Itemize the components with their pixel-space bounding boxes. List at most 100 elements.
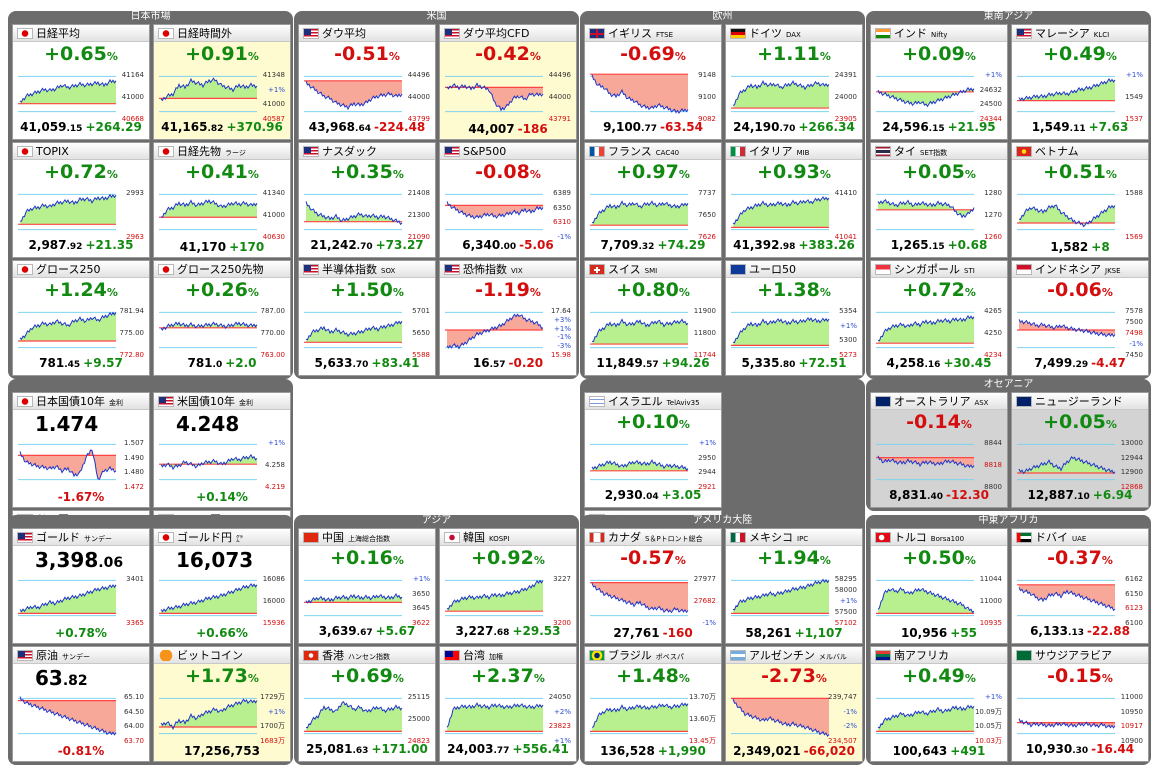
us-flag-icon [303,28,319,39]
percent-unit: % [392,168,404,181]
market-card[interactable]: インドネシア JKSE -0.06% 7578 7500 7498 -1% 7450 7,499… [1011,260,1149,376]
axis-tick-label: 1683万 [260,737,285,745]
market-name: フランス CAC40 [608,144,679,161]
price-decimal: .70 [779,124,796,134]
group-title: 欧州 [712,11,733,22]
market-card[interactable]: カナダ S＆Pトロント総合 -0.57% 27977 27682 -1% 27,761 -16… [584,528,722,644]
axis-tick-label: 1.472 [123,483,144,491]
market-card[interactable]: フランス CAC40 +0.97% 7737 7650 7626 7,709.32 +74.2… [584,142,722,258]
market-card[interactable]: ドイツ DAX +1.11% 24391 24000 23905 24,190.70 +266… [725,24,863,140]
market-card[interactable]: 日経先物 ラージ +0.41% 41340 41000 40630 41,170 +170 [153,142,291,258]
market-card[interactable]: ドバイ UAE -0.37% 6162 6150 6123 6100 6,133.13 -22.… [1011,528,1149,644]
price-change: +55 [950,626,978,640]
market-card[interactable]: メキシコ IPC +1.94% 58295 58000 +1% 57500 57102 58,2… [725,528,863,644]
price-footer: 17,256,753 [154,744,290,759]
mx-flag-icon [730,532,746,543]
chart-area: +1% 1549 1537 [1017,69,1145,123]
market-card[interactable]: 香港 ハンセン指数 +0.69% 25115 25000 24823 25,081.63 +1… [298,646,436,762]
market-card[interactable]: 米国債10年 金利 4.248 +1% 4.258 4.219 +0.14% [153,392,291,508]
market-card[interactable]: シンガポール STI +0.72% 4265 4250 4234 4,258.16 +30.4… [870,260,1008,376]
il-flag-icon [589,396,605,407]
za-flag-icon [875,650,891,661]
market-card[interactable]: 中国 上海総合指数 +0.16% +1% 3650 3645 3622 3,639.67 +5.… [298,528,436,644]
price-change: -186 [517,122,548,136]
market-card[interactable]: マレーシア KLCI +0.49% +1% 1549 1537 1,549.11 +7.63 [1011,24,1149,140]
card-header: ダウ平均CFD [440,25,576,42]
sa-flag-icon [1016,650,1032,661]
jp-flag-icon [17,146,33,157]
price-line [160,199,258,218]
sg-flag-icon [875,264,891,275]
price-value: 2,930 [604,488,643,502]
price-footer: 21,242.70 +73.27 [299,238,435,255]
price-line [877,86,975,108]
card-header: ドイツ DAX [726,25,862,42]
percent-value: +0.72 [44,161,107,183]
market-card[interactable]: S&P500 -0.08% 6389 6350 6310 -1% 6,340.00 -5.06 [439,142,577,258]
market-name-text: タイ [894,145,916,158]
market-card[interactable]: 台湾 加権 +2.37% 24050 +2% 23823 +1% 24,003.77 +556.… [439,646,577,762]
market-card[interactable]: ナスダック +0.35% 21408 21300 21090 21,242.70 +73.2… [298,142,436,258]
price-value: 6,340 [462,238,501,252]
card-header: 日本国債10年 金利 [13,393,149,410]
percent-change: +0.49% [1012,42,1148,69]
market-card[interactable]: ユーロ50 +1.38% 5354 +1% 5300 5273 5,335.80 +72.51 [725,260,863,376]
price-chart [731,697,830,737]
market-card[interactable]: スイス SMI +0.80% 11900 11800 11744 11,849.57 +94.… [584,260,722,376]
market-card[interactable]: ゴールド円㌘ 16,073 16086 16000 15936 +0.66% [153,528,291,644]
price-chart [876,697,975,735]
market-card[interactable]: トルコ Borsa100 +0.50% 11044 11000 10935 10,956 +5… [870,528,1008,644]
market-card[interactable]: ビットコイン +1.73% 1729万 +1% 1700万 1683万 17,256,753 [153,646,291,762]
market-subname: DAX [786,31,801,39]
chart-area: 44496 44000 43799 [304,69,432,123]
market-card[interactable]: TOPIX +0.72% 2993 2963 2,987.92 +21.35 [12,142,150,258]
market-name: ビットコイン [177,648,243,663]
price-chart [1017,193,1116,231]
chart-area: 24391 24000 23905 [731,69,859,123]
price-decimal: .45 [64,360,81,370]
market-card[interactable]: タイ SET指数 +0.05% 1280 1270 1260 1,265.15 +0.68 [870,142,1008,258]
market-card[interactable]: 日本国債10年 金利 1.474 1.507 1.490 1.480 1.472 -1.67% [12,392,150,508]
market-card[interactable]: イスラエル TelAviv35 +0.10% +1% 2950 2944 2921 2,930… [584,392,722,508]
market-card[interactable]: 原油 サンデー 63.82 65.10 64.50 64.00 63.70 -0.81% [12,646,150,762]
market-card[interactable]: ダウ平均CFD -0.42% 44496 44000 43791 44,007 -186 [439,24,577,140]
market-card[interactable]: 韓国 KOSPI +0.92% 3227 3200 3,227.68 +29.53 [439,528,577,644]
market-card[interactable]: オーストラリア ASX -0.14% 8844 8818 8800 8,831.40 -12.… [870,392,1008,508]
price-value: 7,499 [1034,356,1073,370]
chart-area: 1280 1270 1260 [876,187,1004,241]
market-card[interactable]: 半導体指数 SOX +1.50% 5701 5650 5588 5,633.70 +83.41 [298,260,436,376]
market-card[interactable]: イギリス FTSE -0.69% 9148 9100 9082 9,100.77 -63.54 [584,24,722,140]
price-change: +370.96 [226,120,283,134]
market-card[interactable]: 日経平均 +0.65% 41164 41000 40668 41,059.15 +264.2… [12,24,150,140]
market-card[interactable]: 南アフリカ +0.49% +1% 10.09万 10.05万 10.03万 100,643 +… [870,646,1008,762]
market-card[interactable]: ベトナム +0.51% 1588 1569 1,582 +8 [1011,142,1149,258]
market-card[interactable]: イタリア MIB +0.93% 41410 41041 41,392.98 +383.26 [725,142,863,258]
price-line [160,698,258,731]
axis-tick-label: 1270 [984,211,1002,219]
axis-tick-label: 9148 [698,71,716,79]
chart-area: 8844 8818 8800 [876,437,1004,491]
market-card[interactable]: 日経時間外 +0.91% 41348 +1% 41000 40587 41,165.82 +3… [153,24,291,140]
percent-change: +1.48% [585,664,721,691]
price-change: +266.34 [798,120,855,134]
market-card[interactable]: ダウ平均 -0.51% 44496 44000 43799 43,968.64 -224.4… [298,24,436,140]
market-card[interactable]: インド Nifty +0.09% +1% 24632 24500 24344 24,596.1… [870,24,1008,140]
market-name: 韓国 KOSPI [463,530,509,547]
price-line [732,578,830,611]
market-card[interactable]: ゴールド サンデー 3,398.06 3401 3365 +0.78% [12,528,150,644]
axis-tick-label: 5300 [839,336,857,345]
price-chart [304,697,403,735]
market-card[interactable]: アルゼンチン メルバル -2.73% 239,747 -1% -2% 234,507 2,34… [725,646,863,762]
market-card[interactable]: サウジアラビア -0.15% 11000 10950 10917 10900 10,930.… [1011,646,1149,762]
price-chart [304,311,403,349]
market-card[interactable]: グロース250 +1.24% 781.94 775.00 772.80 781.45 +9.… [12,260,150,376]
market-card[interactable]: ブラジル ボベスパ +1.48% 13.70万 13.60万 13.45万 136,528 +… [584,646,722,762]
group-title: 日本市場 [130,11,171,22]
market-card[interactable]: グロース250先物 +0.26% 787.00 770.00 763.00 781.0 +2… [153,260,291,376]
market-card[interactable]: ニュージーランド +0.05% 13000 12944 12900 12868 12,887… [1011,392,1149,508]
market-card[interactable]: 恐怖指数 VIX -1.19% 17.64 +3% +1% -1% -3% 15.98 16.57… [439,260,577,376]
percent-value: +1.24 [44,279,107,301]
card-header: ダウ平均 [299,25,435,42]
price-chart [445,579,544,617]
market-subname: ㌘ [236,535,243,543]
